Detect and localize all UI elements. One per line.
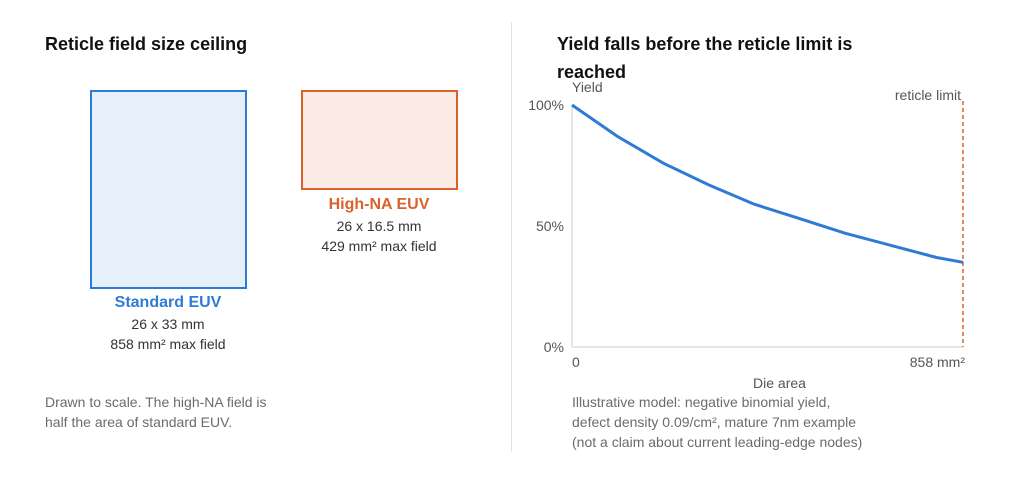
left-panel-note: Drawn to scale. The high-NA field is hal… xyxy=(45,392,305,432)
y-axis-label: Yield xyxy=(572,79,603,95)
standard-euv-label: Standard EUV 26 x 33 mm 858 mm² max fiel… xyxy=(68,292,268,354)
standard-euv-dims: 26 x 33 mm xyxy=(131,316,205,332)
standard-euv-area: 858 mm² max field xyxy=(110,336,226,352)
high-na-euv-dims: 26 x 16.5 mm xyxy=(336,218,422,234)
yield-chart: Yield Die area 0% 50% 100% 0 858 mm² reticl… xyxy=(528,79,966,391)
chart-footnote-line: Illustrative model: negative binomial yi… xyxy=(572,394,831,410)
standard-euv-name: Standard EUV xyxy=(114,294,222,311)
high-na-euv-label: High-NA EUV 26 x 16.5 mm 429 mm² max fie… xyxy=(279,194,479,256)
yield-curve-line xyxy=(571,103,964,264)
left-panel-title: Reticle field size ceiling xyxy=(45,34,248,54)
chart-footnote-line: (not a claim about current leading-edge … xyxy=(572,434,863,450)
high-na-euv-field-rect xyxy=(301,90,458,190)
standard-euv-field-rect xyxy=(90,90,247,289)
left-note-line: Drawn to scale. The high-NA field is xyxy=(45,394,267,410)
reticle-limit-label: reticle limit xyxy=(895,87,961,103)
chart-footnote: Illustrative model: negative binomial yi… xyxy=(572,392,912,452)
x-tick-label: 0 xyxy=(572,354,580,370)
y-tick-label: 50% xyxy=(536,218,564,234)
high-na-euv-name: High-NA EUV xyxy=(328,196,430,213)
chart-footnote-line: defect density 0.09/cm², mature 7nm exam… xyxy=(572,414,857,430)
y-tick-label: 100% xyxy=(528,97,564,113)
high-na-euv-area: 429 mm² max field xyxy=(321,238,437,254)
y-tick-label: 0% xyxy=(544,339,564,355)
x-tick-label: 858 mm² xyxy=(910,354,966,370)
left-note-line: half the area of standard EUV. xyxy=(45,414,233,430)
x-axis-label: Die area xyxy=(753,375,806,391)
panel-divider xyxy=(511,22,512,452)
chart-title: Yield falls before the reticle limit is … xyxy=(557,34,853,82)
